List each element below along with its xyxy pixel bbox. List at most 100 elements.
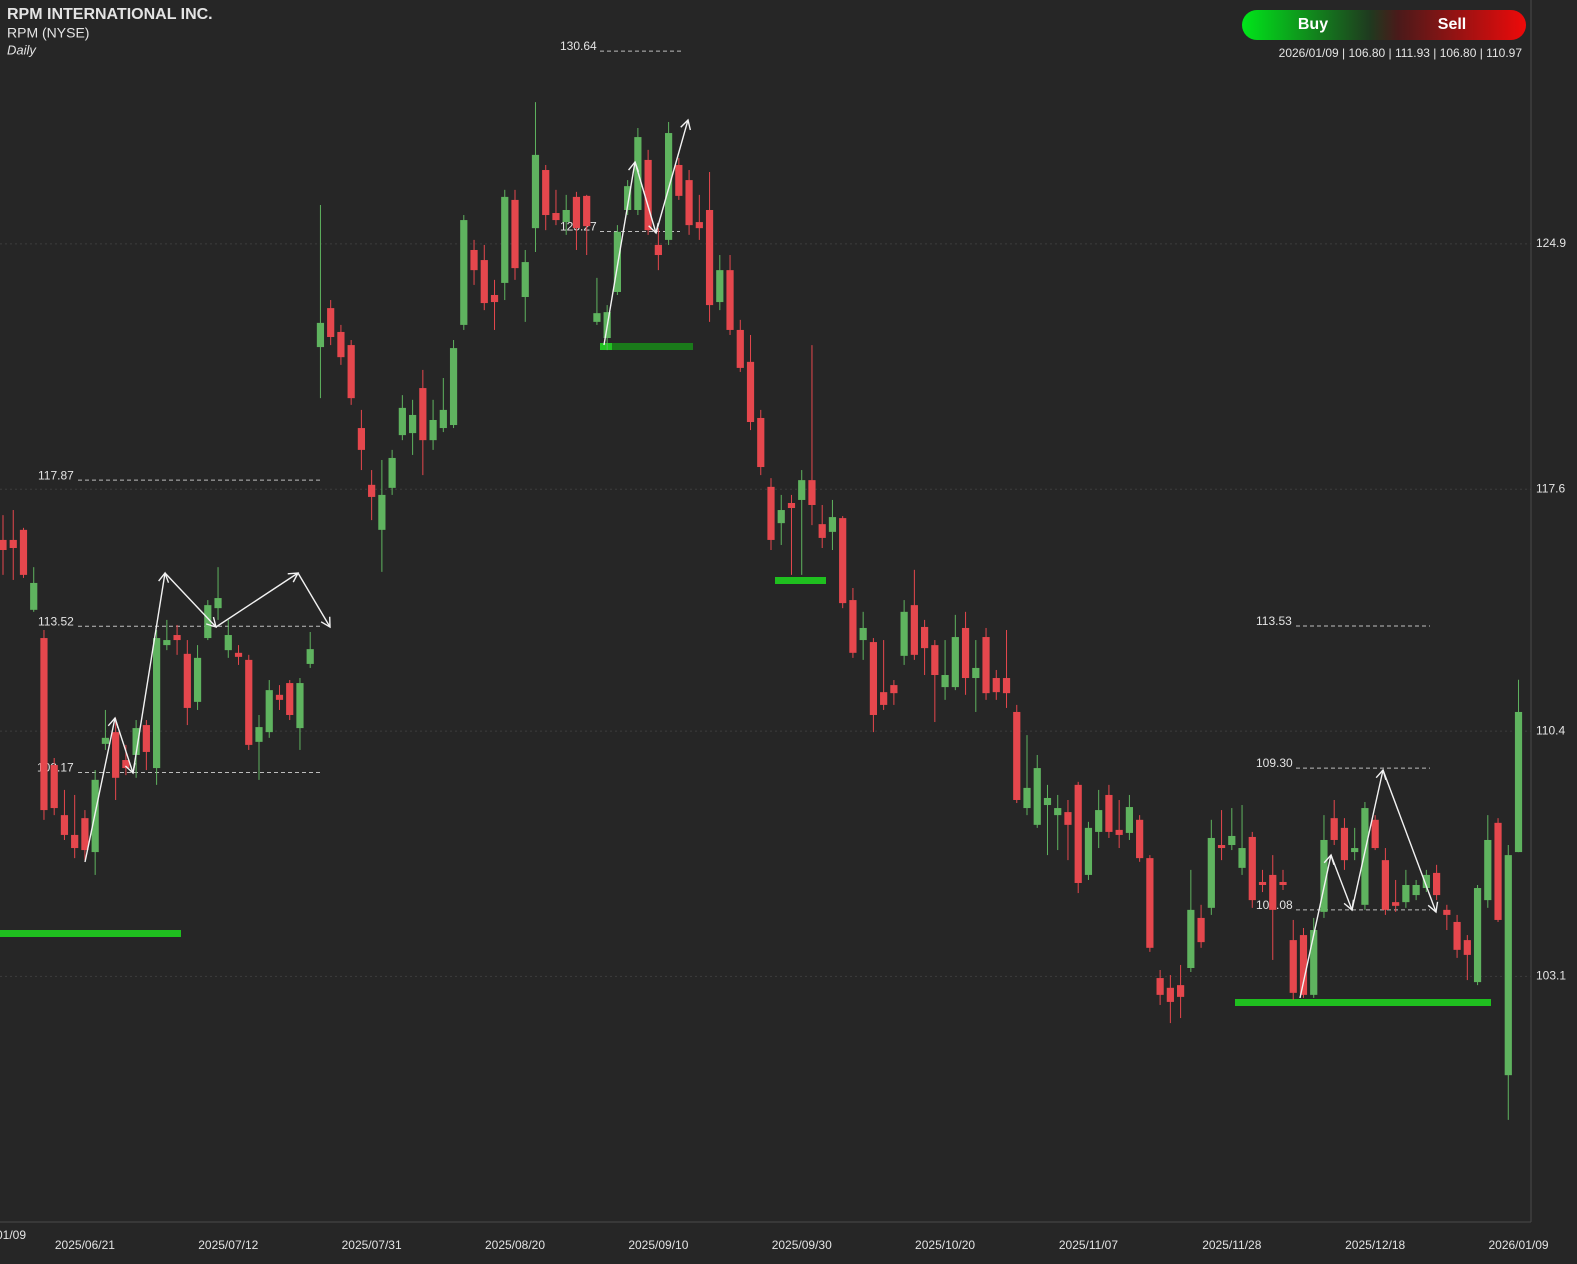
candle-body bbox=[1463, 940, 1471, 955]
candle-body bbox=[583, 195, 591, 227]
candle-body bbox=[1433, 872, 1441, 896]
candle-body bbox=[798, 480, 806, 500]
candle-body bbox=[275, 694, 284, 700]
candle-body bbox=[1248, 836, 1256, 901]
buy-sell-toggle[interactable]: Buy Sell bbox=[1242, 10, 1526, 40]
candle-body bbox=[961, 627, 970, 679]
candle-body bbox=[101, 737, 109, 744]
candle-body bbox=[1166, 987, 1174, 1002]
candle-body bbox=[0, 539, 7, 551]
x-tick-label: 01/09 bbox=[0, 1228, 26, 1242]
candle-body bbox=[1484, 839, 1492, 901]
candle-body bbox=[1310, 930, 1318, 995]
x-tick-label: 2025/11/07 bbox=[1059, 1238, 1118, 1252]
candle-body bbox=[142, 725, 150, 752]
candle-body bbox=[675, 164, 683, 196]
x-tick-label: 2025/08/20 bbox=[485, 1238, 545, 1252]
candle-body bbox=[839, 518, 847, 604]
candle-body bbox=[736, 329, 744, 368]
candle-body bbox=[767, 486, 775, 540]
candle-body bbox=[1156, 978, 1164, 995]
candle-body bbox=[900, 611, 908, 656]
candle-body bbox=[50, 765, 58, 809]
zigzag-leg bbox=[215, 572, 300, 628]
candle-body bbox=[1228, 835, 1236, 846]
candle-body bbox=[542, 170, 550, 216]
candle-body bbox=[1033, 768, 1041, 825]
candle-body bbox=[931, 645, 939, 676]
candle-body bbox=[163, 640, 171, 646]
x-tick-label: 2025/09/30 bbox=[772, 1238, 832, 1252]
buy-sell-background bbox=[1242, 10, 1526, 40]
candle-body bbox=[296, 683, 304, 729]
candle-body bbox=[153, 638, 161, 769]
x-tick-label: 2025/09/10 bbox=[628, 1238, 688, 1252]
level-label: 113.52 bbox=[38, 614, 74, 628]
candle-body bbox=[470, 249, 478, 271]
candle-body bbox=[409, 414, 417, 434]
candle-body bbox=[552, 213, 560, 221]
candle-body bbox=[419, 388, 427, 441]
candle-body bbox=[1054, 808, 1062, 816]
candle-body bbox=[1207, 837, 1215, 908]
candle-body bbox=[1177, 985, 1185, 997]
y-tick-label: 124.9 bbox=[1536, 236, 1566, 250]
candle-body bbox=[81, 818, 89, 851]
candle-body bbox=[1494, 822, 1502, 920]
buy-button[interactable]: Buy bbox=[1298, 16, 1328, 33]
candle-body bbox=[19, 529, 28, 575]
candle-body bbox=[757, 417, 765, 468]
zones bbox=[0, 343, 1491, 1006]
candle-body bbox=[347, 345, 355, 399]
candle-body bbox=[685, 180, 693, 226]
level-label: 117.87 bbox=[38, 468, 74, 482]
sell-button[interactable]: Sell bbox=[1438, 16, 1466, 33]
candle-body bbox=[1504, 855, 1512, 1076]
candle-body bbox=[910, 605, 918, 655]
level-label: 113.53 bbox=[1256, 614, 1292, 628]
candle-body bbox=[859, 627, 867, 641]
level-label: 130.64 bbox=[560, 39, 597, 53]
candle-body bbox=[1473, 888, 1482, 983]
x-tick-label: 2026/01/09 bbox=[1488, 1238, 1548, 1252]
zigzag-leg bbox=[132, 571, 170, 774]
plot-area bbox=[0, 0, 1531, 1222]
support-zone bbox=[0, 930, 181, 937]
candle-body bbox=[480, 260, 488, 304]
ohlc-info: 2026/01/09 | 106.80 | 111.93 | 106.80 | … bbox=[1279, 46, 1523, 60]
candle-body bbox=[255, 727, 263, 742]
candle-body bbox=[286, 683, 294, 715]
candle-body bbox=[460, 220, 468, 325]
candle-body bbox=[1371, 819, 1379, 849]
chart-title: RPM INTERNATIONAL INC. bbox=[7, 6, 213, 23]
interval-label: Daily bbox=[7, 42, 37, 57]
candle-body bbox=[245, 659, 253, 745]
candle-body bbox=[828, 517, 837, 532]
candle-body bbox=[1514, 711, 1523, 853]
candle-body bbox=[593, 313, 601, 322]
candle-body bbox=[787, 502, 796, 509]
candle-body bbox=[214, 598, 222, 609]
support-zone bbox=[600, 343, 693, 350]
candle-body bbox=[193, 657, 202, 702]
candle-body bbox=[1105, 794, 1113, 832]
level-label: 109.30 bbox=[1256, 756, 1293, 770]
candle-body bbox=[327, 308, 335, 337]
candle-body bbox=[1125, 807, 1133, 833]
candle-body bbox=[439, 409, 447, 429]
candle-body bbox=[982, 637, 990, 694]
candle-body bbox=[1238, 848, 1246, 868]
zigzag-leg bbox=[114, 717, 136, 775]
support-zone bbox=[775, 577, 826, 584]
candle-body bbox=[316, 322, 325, 348]
candle-body bbox=[1320, 839, 1328, 912]
zigzag-leg bbox=[603, 160, 640, 346]
candle-body bbox=[521, 262, 529, 298]
candle-body bbox=[1084, 827, 1093, 875]
candle-body bbox=[1299, 935, 1308, 995]
candle-body bbox=[1217, 845, 1226, 849]
candle-body bbox=[808, 480, 816, 505]
chart-subtitle: RPM (NYSE) bbox=[7, 25, 89, 41]
candle-body bbox=[30, 582, 38, 610]
